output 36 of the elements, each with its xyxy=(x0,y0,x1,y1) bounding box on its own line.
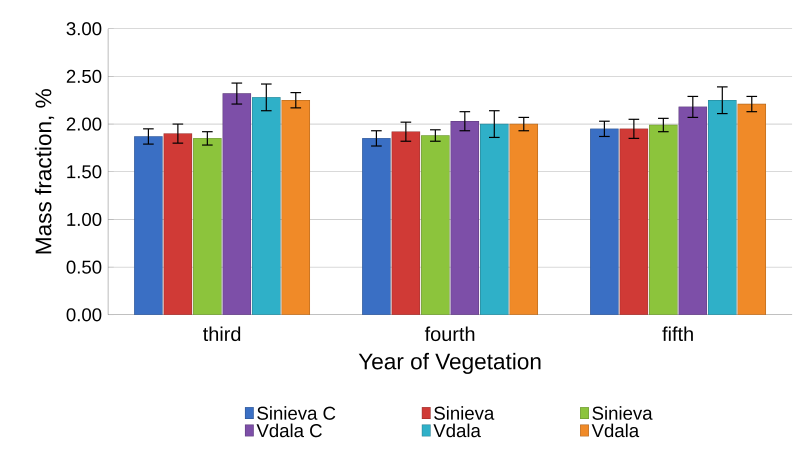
bar xyxy=(193,138,222,315)
y-tick-label: 1.50 xyxy=(67,165,102,178)
bar xyxy=(510,124,538,315)
x-axis-title: Year of Vegetation xyxy=(358,352,540,374)
y-tick-label: 2.00 xyxy=(66,118,102,131)
bar xyxy=(708,100,737,315)
bar xyxy=(421,135,450,315)
legend-label: Vdala xyxy=(433,424,481,438)
bar xyxy=(222,93,252,315)
bar xyxy=(392,132,420,315)
x-tick-label: fourth xyxy=(424,326,474,342)
bar xyxy=(362,138,391,315)
bar xyxy=(738,104,766,315)
y-tick-label: 3.00 xyxy=(66,22,102,36)
bar xyxy=(590,128,619,315)
x-tick-label: third xyxy=(203,326,240,342)
legend-label: Sinieva C xyxy=(257,406,336,420)
bar xyxy=(649,124,678,315)
bar xyxy=(678,106,708,315)
bar xyxy=(480,124,509,315)
y-tick-label: 0.50 xyxy=(66,260,102,274)
bar xyxy=(252,97,281,315)
y-axis-title: Mass fraction, % xyxy=(34,89,54,254)
bar xyxy=(450,121,480,315)
bar xyxy=(620,128,648,315)
legend-label: Sinieva xyxy=(434,406,494,420)
bar xyxy=(282,100,310,315)
bar xyxy=(134,136,163,315)
legend-label: Sinieva xyxy=(592,406,653,420)
y-tick-label: 0.00 xyxy=(66,308,102,322)
y-tick-label: 2.50 xyxy=(66,70,102,84)
legend-label: Vdala xyxy=(592,424,640,438)
y-tick-label: 1.00 xyxy=(67,212,102,226)
x-tick-label: fifth xyxy=(662,326,693,342)
bar xyxy=(164,133,192,315)
legend-label: Vdala C xyxy=(256,424,322,438)
